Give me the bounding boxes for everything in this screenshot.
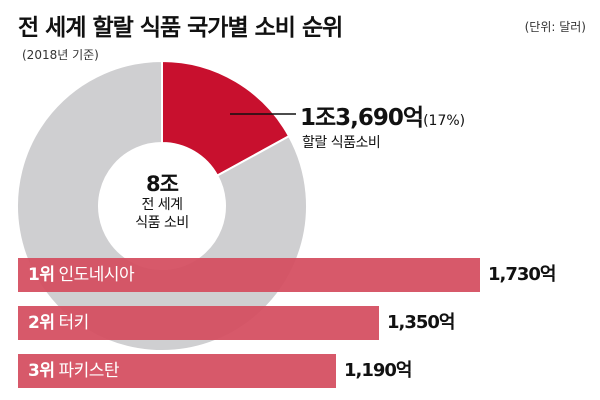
chart-title: 전 세계 할랄 식품 국가별 소비 순위 (18, 15, 343, 41)
bar-rank: 1위 (28, 265, 55, 285)
highlight-percent: (17%) (423, 113, 466, 129)
donut-slice-halal (161, 59, 291, 178)
bar-indonesia (18, 258, 480, 292)
bar-category: 인도네시아 (58, 265, 135, 285)
unit-label: (단위: 달러) (524, 20, 586, 34)
donut-center-caption-line1: 전 세계 (141, 197, 183, 213)
bar-value-indonesia: 1,730억 (488, 264, 556, 285)
bar-pakistan (18, 354, 336, 388)
bar-rank: 2위 (28, 313, 55, 333)
bar-turkey (18, 306, 379, 340)
highlight-value: 1조3,690억 (300, 105, 424, 131)
bar-category: 터키 (58, 313, 89, 333)
donut-center-value: 8조 (146, 172, 179, 196)
donut-center-caption-line2: 식품 소비 (135, 215, 189, 231)
donut-center-label: 8조 전 세계 식품 소비 (105, 172, 219, 232)
highlight-callout-value: 1조3,690억(17%) (300, 98, 465, 132)
bar-value-pakistan: 1,190억 (344, 360, 412, 381)
bar-value-turkey: 1,350억 (387, 312, 455, 333)
bar-rank: 3위 (28, 361, 55, 381)
highlight-callout-label: 할랄 식품소비 (302, 135, 381, 151)
bar-category: 파키스탄 (58, 361, 120, 381)
bar-label-indonesia: 1위 인도네시아 (28, 258, 135, 292)
bar-label-turkey: 2위 터키 (28, 306, 89, 340)
chart-subtitle: (2018년 기준) (22, 48, 99, 62)
bar-label-pakistan: 3위 파키스탄 (28, 354, 120, 388)
